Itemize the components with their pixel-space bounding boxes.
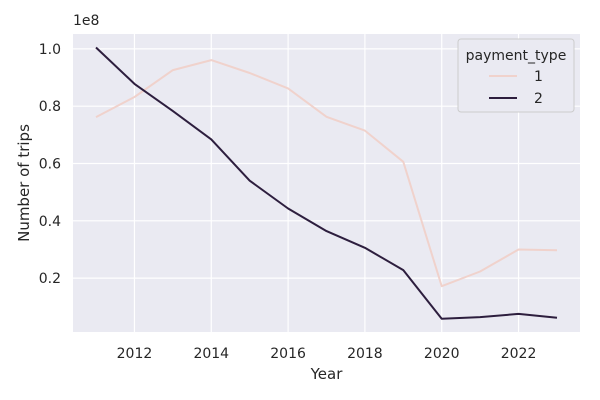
x-tick-label: 2012 [117,346,153,362]
legend-title: payment_type [466,48,567,64]
legend-items: 12 [489,69,543,107]
legend: payment_type 12 [457,38,575,113]
x-tick-label: 2018 [347,346,383,362]
x-axis-title: Year [310,365,344,383]
y-tick-label: 1.0 [39,42,61,58]
series-line-1 [95,59,558,288]
y-axis: 0.2 0.4 0.6 0.8 1.0 [39,42,61,287]
x-tick-label: 2020 [424,346,460,362]
legend-label-1: 1 [534,69,543,85]
x-tick-label: 2014 [193,346,229,362]
x-tick-label: 2016 [270,346,306,362]
legend-label-2: 2 [534,91,543,107]
y-tick-label: 0.6 [39,157,61,173]
y-axis-offset-label: 1e8 [73,13,99,29]
series-layer [95,46,558,320]
x-axis: 2012 2014 2016 2018 2020 2022 [117,346,537,362]
x-tick-label: 2022 [501,346,537,362]
series-line-2 [95,46,558,320]
y-axis-title: Number of trips [15,124,33,242]
y-tick-label: 0.2 [39,271,61,287]
y-tick-label: 0.8 [39,99,61,115]
y-tick-label: 0.4 [39,214,61,230]
